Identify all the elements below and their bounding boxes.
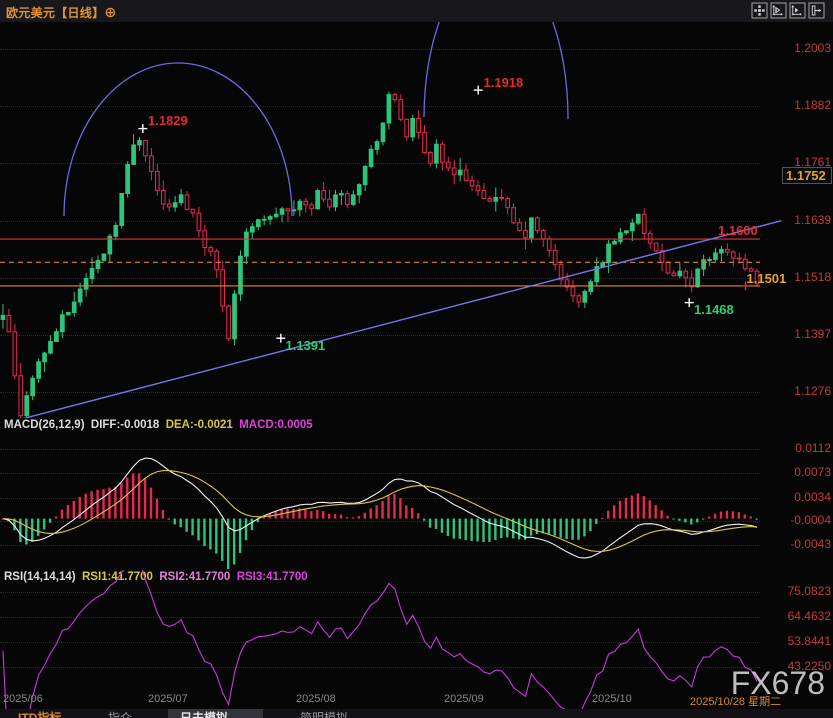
svg-text:1.1600: 1.1600 bbox=[718, 223, 758, 238]
svg-text:1.1391: 1.1391 bbox=[286, 338, 326, 353]
svg-text:1.1829: 1.1829 bbox=[148, 113, 188, 128]
svg-text:1.1918: 1.1918 bbox=[484, 75, 524, 90]
svg-text:1.1468: 1.1468 bbox=[694, 302, 734, 317]
svg-text:1.1501: 1.1501 bbox=[747, 271, 787, 286]
